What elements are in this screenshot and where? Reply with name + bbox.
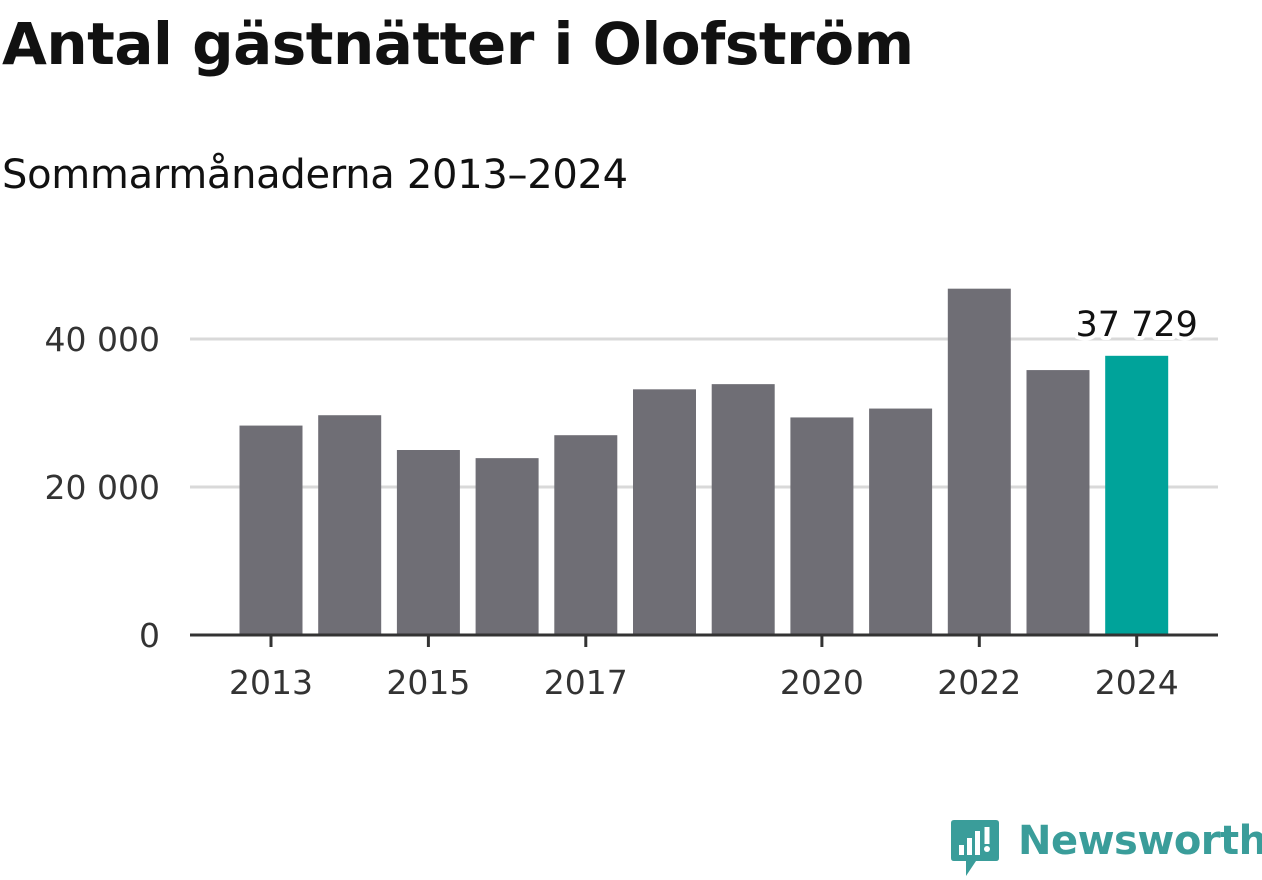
newsworthy-logo-text: Newsworthy: [1018, 818, 1262, 864]
data-label-halo: 37 729: [1075, 305, 1197, 345]
data-label: 37 729: [1075, 305, 1197, 345]
newsworthy-logo-icon: [951, 820, 999, 876]
bar: [475, 458, 539, 635]
newsworthy-logo: Newsworthy: [950, 818, 1262, 880]
bar: [396, 450, 460, 635]
bar: [947, 288, 1011, 635]
x-tick-label: 2013: [229, 663, 313, 702]
x-tick-label: 2022: [937, 663, 1021, 702]
bar: [869, 408, 933, 635]
axes: [190, 633, 1218, 647]
bar: [790, 417, 854, 635]
bar: [239, 425, 303, 635]
x-tick-label: 2020: [780, 663, 864, 702]
chart-title: Antal gästnätter i Olofström: [2, 10, 914, 78]
bar: [1105, 355, 1169, 635]
y-tick-label: 40 000: [45, 320, 160, 359]
bar: [633, 389, 696, 635]
x-tick-label: 2015: [386, 663, 470, 702]
bar: [711, 384, 775, 635]
y-tick-label: 20 000: [45, 468, 160, 507]
bar: [318, 415, 382, 635]
bar: [1026, 370, 1090, 635]
x-tick-label: 2017: [544, 663, 628, 702]
chart-subtitle: Sommarmånaderna 2013–2024: [2, 152, 628, 198]
bar: [554, 435, 618, 635]
y-tick-label: 0: [139, 616, 160, 655]
bars: [239, 288, 1169, 635]
x-tick-label: 2024: [1095, 663, 1179, 702]
